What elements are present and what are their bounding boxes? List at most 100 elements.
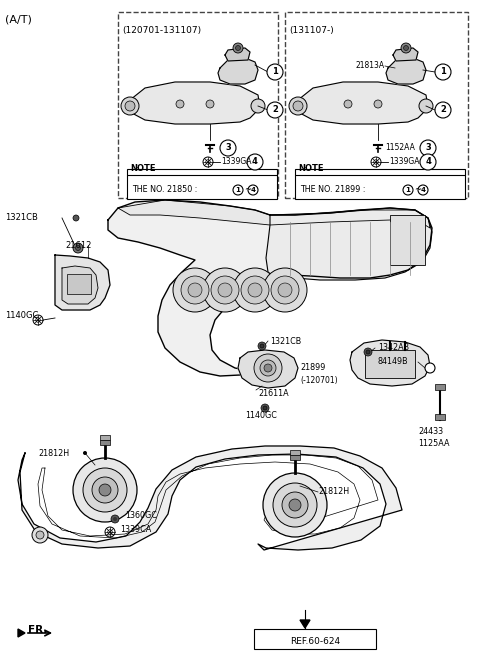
Text: 1339GA: 1339GA	[389, 157, 420, 166]
Polygon shape	[296, 82, 428, 124]
Circle shape	[263, 406, 267, 410]
Text: THE NO. 21850 :: THE NO. 21850 :	[132, 185, 200, 195]
Text: 2: 2	[440, 105, 446, 115]
Bar	[290, 450, 300, 455]
Text: 1140GC: 1140GC	[245, 411, 277, 419]
Bar	[100, 440, 110, 445]
Polygon shape	[393, 48, 418, 61]
Polygon shape	[108, 200, 432, 376]
Polygon shape	[350, 340, 430, 386]
Circle shape	[206, 100, 214, 108]
Text: 1152AA: 1152AA	[385, 143, 415, 153]
Circle shape	[420, 140, 436, 156]
Circle shape	[364, 348, 372, 356]
Circle shape	[282, 492, 308, 518]
Circle shape	[36, 531, 44, 539]
Text: 1339CA: 1339CA	[120, 525, 151, 534]
Polygon shape	[128, 82, 260, 124]
Circle shape	[83, 468, 127, 512]
Circle shape	[263, 268, 307, 312]
Polygon shape	[386, 58, 426, 84]
Circle shape	[73, 243, 83, 253]
Circle shape	[121, 97, 139, 115]
Circle shape	[435, 102, 451, 118]
Circle shape	[289, 97, 307, 115]
Text: 4: 4	[420, 187, 425, 193]
Circle shape	[273, 483, 317, 527]
Text: REF.60-624: REF.60-624	[290, 637, 340, 645]
Circle shape	[271, 276, 299, 304]
Circle shape	[73, 458, 137, 522]
Circle shape	[418, 185, 428, 195]
Circle shape	[293, 101, 303, 111]
Text: 1339GA: 1339GA	[221, 157, 252, 166]
Text: NOTE: NOTE	[130, 164, 156, 173]
Polygon shape	[225, 48, 250, 61]
Polygon shape	[18, 446, 402, 550]
Text: 21812H: 21812H	[318, 487, 349, 496]
Polygon shape	[18, 629, 25, 637]
Text: 21899: 21899	[300, 364, 325, 373]
Text: (A/T): (A/T)	[5, 15, 32, 25]
Bar	[290, 455, 300, 460]
Polygon shape	[218, 58, 258, 84]
Text: 21612: 21612	[65, 240, 91, 250]
Text: FR.: FR.	[28, 625, 48, 635]
Text: 3: 3	[225, 143, 231, 153]
Text: THE NO. 21899 :: THE NO. 21899 :	[300, 185, 368, 195]
FancyBboxPatch shape	[254, 629, 376, 649]
Circle shape	[261, 404, 269, 412]
Polygon shape	[118, 200, 430, 228]
Circle shape	[258, 342, 266, 350]
Text: ~: ~	[414, 185, 421, 195]
Text: 1360GC: 1360GC	[125, 512, 157, 521]
Circle shape	[241, 276, 269, 304]
Circle shape	[344, 100, 352, 108]
Bar	[435, 414, 445, 420]
Bar	[118, 12, 278, 198]
Circle shape	[125, 101, 135, 111]
Circle shape	[263, 473, 327, 537]
Text: (120701-131107): (120701-131107)	[122, 26, 201, 35]
Circle shape	[83, 451, 87, 455]
Text: 1: 1	[440, 67, 446, 77]
Circle shape	[99, 484, 111, 496]
Text: 1: 1	[236, 187, 240, 193]
Circle shape	[211, 276, 239, 304]
Text: 4: 4	[425, 157, 431, 166]
Circle shape	[218, 283, 232, 297]
Polygon shape	[238, 350, 298, 388]
Circle shape	[92, 477, 118, 503]
Text: 4: 4	[251, 187, 255, 193]
Circle shape	[113, 517, 117, 521]
Circle shape	[181, 276, 209, 304]
Text: 21813A: 21813A	[356, 62, 385, 71]
Bar	[67, 274, 91, 294]
Polygon shape	[300, 620, 310, 628]
Circle shape	[32, 527, 48, 543]
Circle shape	[75, 246, 81, 250]
Circle shape	[247, 154, 263, 170]
Circle shape	[267, 102, 283, 118]
Circle shape	[366, 350, 370, 354]
Text: 1321CB: 1321CB	[270, 337, 301, 345]
FancyBboxPatch shape	[127, 169, 277, 199]
Text: 2: 2	[272, 105, 278, 115]
Text: (-120701): (-120701)	[300, 375, 337, 384]
Circle shape	[289, 499, 301, 511]
Circle shape	[403, 185, 413, 195]
FancyBboxPatch shape	[295, 169, 465, 199]
Circle shape	[220, 140, 236, 156]
Circle shape	[374, 100, 382, 108]
Circle shape	[401, 43, 411, 53]
Polygon shape	[266, 208, 432, 280]
Circle shape	[264, 364, 272, 372]
Circle shape	[419, 99, 433, 113]
Circle shape	[420, 154, 436, 170]
Circle shape	[425, 363, 435, 373]
Text: ~: ~	[244, 185, 251, 195]
Circle shape	[435, 64, 451, 80]
Text: 1321CB: 1321CB	[5, 214, 38, 223]
Circle shape	[233, 43, 243, 53]
Circle shape	[173, 268, 217, 312]
